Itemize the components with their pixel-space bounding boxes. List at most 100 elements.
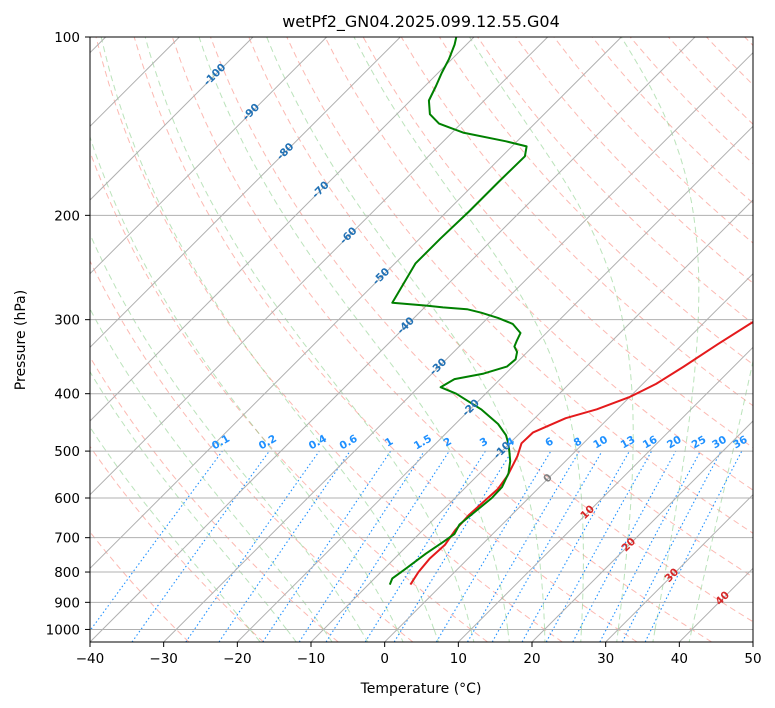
mixing-ratio-label: 20 [665,434,684,452]
mixing-ratio-line [393,450,513,642]
dry-adiabat [90,356,339,642]
y-tick-label: 200 [54,208,80,224]
isotherm-line [90,37,622,570]
mixing-ratio-line [298,450,425,642]
isotherm-line [90,37,328,275]
y-tick-label: 500 [54,444,80,460]
y-tick-label: 800 [54,565,80,581]
isotherm-line [236,125,753,642]
mixing-ratio-label: 6 [543,435,555,449]
moist-adiabat [353,37,584,642]
dry-adiabat [591,37,753,204]
moist-adiabat [90,135,404,642]
mixing-ratio-line [262,450,392,642]
x-tick-label: −30 [149,651,178,667]
mixing-ratio-line [572,450,677,642]
dry-adiabat [133,37,638,642]
mixing-ratio-label: 25 [690,434,709,452]
moist-adiabat [90,232,369,642]
isotherm-line [90,37,549,496]
isotherm-line [310,199,753,642]
mixing-ratio-label: 30 [710,434,729,452]
mixing-ratio-line [435,450,552,642]
x-axis: −40 −30 −20 −10 0 10 20 30 40 50 [76,642,762,667]
y-tick-label: 300 [54,313,80,329]
moist-adiabat [469,37,634,642]
moist-adiabat [688,358,753,642]
dry-adiabat [286,37,753,534]
moist-adiabat [620,37,700,642]
isotherm-line [678,567,753,642]
x-tick-label: 0 [380,651,389,667]
mixing-ratio-label: 0.2 [257,433,279,453]
dry-adiabat [324,37,753,491]
dry-adiabat [90,150,488,642]
moist-adiabat [266,37,546,642]
dry-adiabat [171,37,712,642]
isotherm-line [605,493,753,642]
mixing-ratio-label: 16 [641,434,660,452]
isotherm-line [752,641,753,642]
mixing-ratio-line [325,450,450,642]
isotherm-grid [90,37,753,642]
plot-frame [89,36,754,643]
mixing-ratio-line [218,450,351,642]
y-tick-label: 1000 [46,622,80,638]
moist-adiabat [90,370,297,642]
mixing-ratio-line [90,450,223,632]
plot-area: -100-90-80-70-60-50-40-30-20-10010203040… [90,37,753,642]
temperature-line [409,320,753,586]
x-tick-label: 30 [597,651,614,667]
isotherm-line [90,37,696,642]
y-tick-label: 400 [54,387,80,403]
x-tick-label: 20 [523,651,540,667]
moist-adiabat [100,37,439,642]
isotherm-line [163,51,753,642]
dry-adiabat [553,37,753,244]
isobar-grid [90,37,753,630]
moist-adiabat [198,37,510,642]
dry-adiabats [90,37,753,642]
dry-adiabat [90,445,264,642]
mixing-ratio-line [364,450,486,642]
mixing-ratio-line [185,450,320,642]
moist-adiabats [90,37,753,642]
x-axis-label: Temperature (°C) [360,681,482,697]
mixing-ratio-lines [90,450,743,642]
dry-adiabat [706,37,753,86]
x-tick-label: −20 [223,651,252,667]
x-tick-label: −10 [297,651,326,667]
mixing-ratio-label: 8 [572,435,584,449]
y-tick-label: 700 [54,531,80,547]
y-tick-label: 100 [54,30,80,46]
profile-series [388,37,753,586]
dry-adiabat [248,37,753,578]
moist-adiabat [90,426,261,642]
x-tick-label: −40 [76,651,105,667]
mixing-ratio-label: 10 [591,434,610,452]
dry-adiabat [90,259,414,642]
isotherm-line [457,346,753,642]
y-axis-label: Pressure (hPa) [13,290,29,390]
isotherm-line [531,420,753,642]
y-tick-label: 600 [54,491,80,507]
y-axis: 100 200 300 400 500 600 700 800 900 1000 [46,30,90,638]
dry-adiabat [210,37,753,623]
mixing-ratio-label: 13 [619,434,638,452]
mixing-ratio-line [131,450,270,642]
dry-adiabat [744,37,753,47]
mixing-ratio-line [644,450,743,642]
mixing-ratio-line [545,450,653,642]
isotherm-line [90,37,254,201]
mixing-ratio-label: 1 [383,435,395,449]
mixing-ratio-line [599,450,701,642]
mixing-ratio-label: 3 [478,435,490,449]
y-tick-label: 900 [54,595,80,611]
x-tick-label: 10 [450,651,467,667]
isotherm-line [384,272,753,642]
chart-title: wetPf2_GN04.2025.099.12.55.G04 [282,12,560,32]
dewpoint-line [388,37,528,585]
isotherm-line [90,37,475,422]
